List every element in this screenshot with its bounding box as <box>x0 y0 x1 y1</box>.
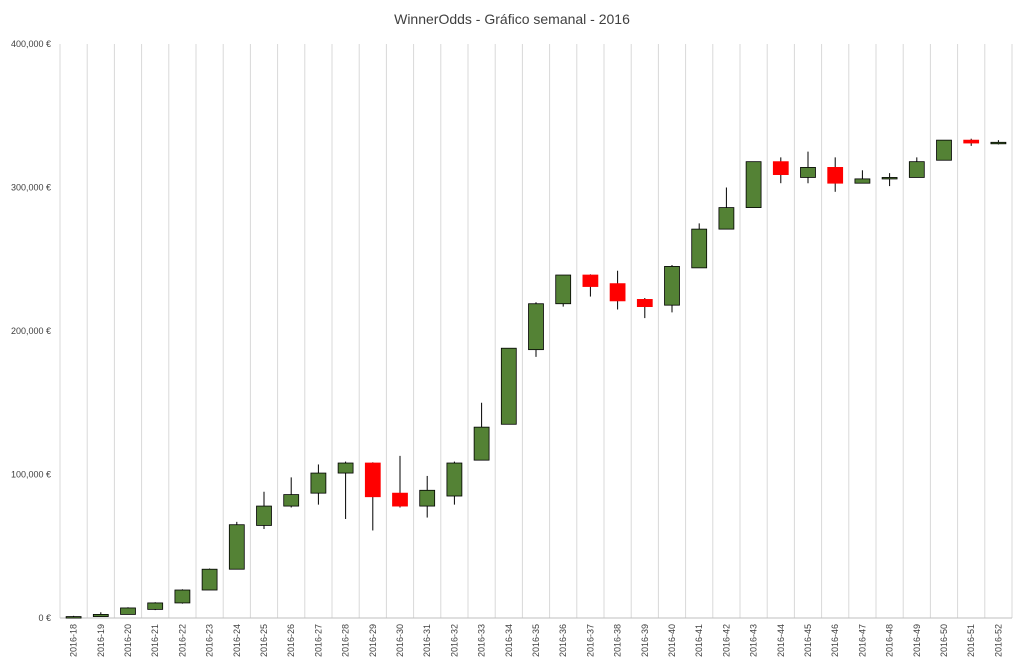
candle-body-up <box>446 462 463 497</box>
candle-body-up <box>528 303 544 351</box>
candle-body-up <box>120 607 136 615</box>
x-tick-label: 2016-42 <box>721 624 731 657</box>
y-tick-label: 400,000 € <box>11 39 51 49</box>
candle-body-up <box>147 602 164 610</box>
candle-body-up <box>473 426 490 461</box>
candle-body-down <box>827 167 844 184</box>
candle-body-up <box>283 494 300 507</box>
x-tick-label: 2016-19 <box>96 624 106 657</box>
candle-body-up <box>745 161 762 208</box>
candle-body-down <box>364 462 381 498</box>
x-tick-label: 2016-40 <box>667 624 677 657</box>
candle-body-up <box>908 161 925 178</box>
x-tick-label: 2016-47 <box>857 624 867 657</box>
candle-body-up <box>936 139 952 161</box>
x-tick-label: 2016-29 <box>368 624 378 657</box>
candle-body-down <box>636 299 653 308</box>
candle-body-down <box>772 161 789 175</box>
x-tick-label: 2016-38 <box>613 624 623 657</box>
candle-body-up <box>419 489 436 507</box>
candle-body-up <box>256 505 272 526</box>
y-tick-label: 0 € <box>38 613 51 623</box>
x-tick-label: 2016-27 <box>313 624 323 657</box>
x-tick-label: 2016-18 <box>69 624 79 657</box>
x-tick-label: 2016-41 <box>694 624 704 657</box>
candle-body-up <box>555 274 572 305</box>
label-layer: 0 € 100,000 € 200,000 € 300,000 € 400,000 € 2… <box>11 39 1003 657</box>
x-tick-label: 2016-46 <box>830 624 840 657</box>
candle-body-up <box>500 347 517 425</box>
x-tick-label: 2016-45 <box>803 624 813 657</box>
x-tick-label: 2016-48 <box>885 624 895 657</box>
y-tick-label: 100,000 € <box>11 470 51 480</box>
candle-body-up <box>228 524 245 570</box>
candle-body-up <box>92 614 109 617</box>
candle-layer <box>65 138 1007 619</box>
candle-body-down <box>392 492 408 507</box>
x-tick-label: 2016-22 <box>177 624 187 657</box>
candle-body-up <box>337 462 354 474</box>
x-tick-label: 2016-50 <box>939 624 949 657</box>
x-tick-label: 2016-31 <box>422 624 432 657</box>
candle-body-up <box>881 177 898 180</box>
candle-body-down <box>963 139 980 144</box>
x-tick-label: 2016-43 <box>749 624 759 657</box>
chart-title: WinnerOdds - Gráfico semanal - 2016 <box>394 11 630 27</box>
x-tick-label: 2016-24 <box>232 624 242 657</box>
x-tick-label: 2016-32 <box>449 624 459 657</box>
x-tick-label: 2016-44 <box>776 624 786 657</box>
candle-body-up <box>691 228 708 269</box>
x-tick-label: 2016-28 <box>341 624 351 657</box>
x-tick-label: 2016-23 <box>205 624 215 657</box>
candle-body-down <box>582 274 599 287</box>
candle-body-up <box>174 589 191 604</box>
x-tick-label: 2016-39 <box>640 624 650 657</box>
candle-body-down <box>609 283 626 302</box>
grid-layer <box>59 44 1013 618</box>
x-tick-label: 2016-37 <box>585 624 595 657</box>
x-tick-label: 2016-36 <box>558 624 568 657</box>
x-tick-label: 2016-20 <box>123 624 133 657</box>
candle-body-up <box>990 141 1007 145</box>
candle-body-up <box>65 616 82 619</box>
x-tick-label: 2016-21 <box>150 624 160 657</box>
x-tick-label: 2016-26 <box>286 624 296 657</box>
y-tick-label: 200,000 € <box>11 326 51 336</box>
y-tick-label: 300,000 € <box>11 183 51 193</box>
x-tick-label: 2016-51 <box>966 624 976 657</box>
x-tick-label: 2016-49 <box>912 624 922 657</box>
x-tick-label: 2016-35 <box>531 624 541 657</box>
candle-body-up <box>201 568 218 591</box>
x-tick-label: 2016-33 <box>477 624 487 657</box>
x-tick-label: 2016-30 <box>395 624 405 657</box>
x-tick-label: 2016-25 <box>259 624 269 657</box>
candle-body-up <box>800 167 816 178</box>
x-tick-label: 2016-34 <box>504 624 514 657</box>
candle-body-up <box>854 178 871 184</box>
candle-body-up <box>664 266 680 306</box>
candle-body-up <box>718 207 735 230</box>
x-tick-label: 2016-52 <box>993 624 1003 657</box>
candle-body-up <box>310 472 327 494</box>
